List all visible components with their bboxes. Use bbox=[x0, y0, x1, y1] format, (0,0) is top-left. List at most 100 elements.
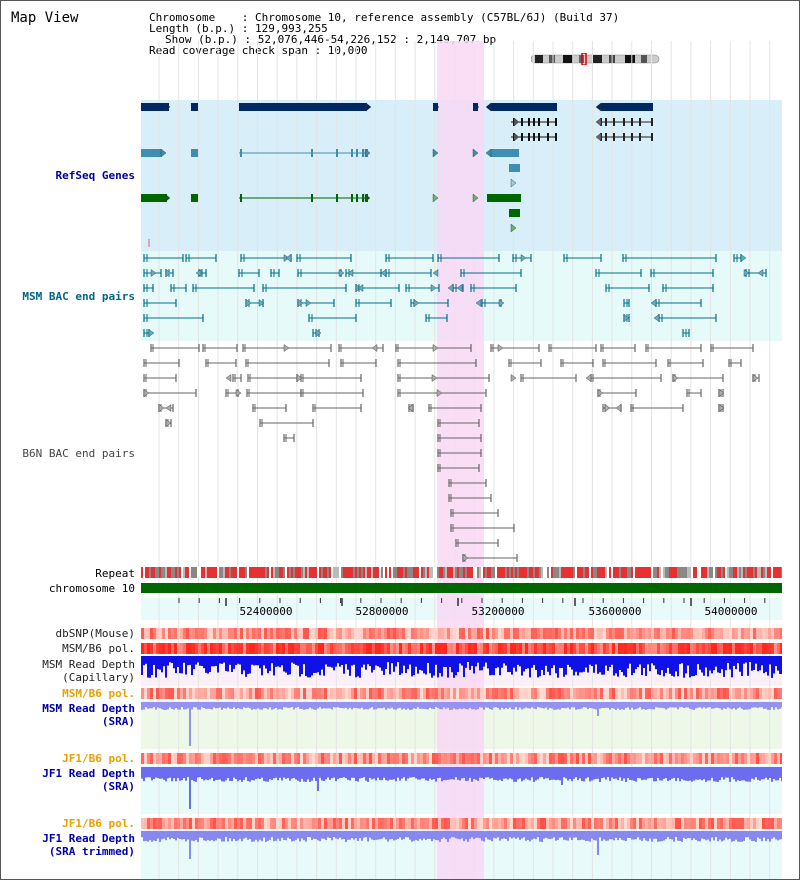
repeat-block bbox=[329, 567, 331, 578]
depth-bar bbox=[569, 831, 571, 838]
heat-cell bbox=[714, 753, 717, 764]
heat-cell bbox=[354, 688, 357, 699]
depth-bar bbox=[431, 831, 433, 842]
depth-bar bbox=[533, 702, 535, 709]
heat-cell bbox=[621, 628, 624, 639]
depth-bar bbox=[321, 656, 323, 670]
depth-bar bbox=[745, 702, 747, 710]
repeat-block bbox=[147, 567, 149, 578]
depth-bar bbox=[729, 702, 731, 709]
heat-cell bbox=[312, 818, 315, 829]
depth-bar bbox=[229, 656, 231, 665]
heat-cell bbox=[366, 688, 369, 699]
repeat-block bbox=[645, 567, 647, 578]
heat-cell bbox=[498, 818, 501, 829]
heat-cell bbox=[765, 628, 768, 639]
heat-cell bbox=[600, 688, 603, 699]
heat-cell bbox=[738, 688, 741, 699]
strand-arrow bbox=[407, 404, 414, 412]
depth-bar bbox=[249, 702, 251, 709]
depth-bar bbox=[751, 831, 753, 842]
depth-bar bbox=[309, 831, 311, 838]
heat-cell bbox=[147, 818, 150, 829]
heat-cell bbox=[708, 628, 711, 639]
heat-cell bbox=[729, 818, 732, 829]
heat-cell bbox=[285, 643, 288, 654]
region-info: Chromosome : Chromosome 10, reference as… bbox=[149, 12, 619, 56]
heat-cell bbox=[174, 818, 177, 829]
repeat-block bbox=[653, 567, 655, 578]
depth-bar bbox=[327, 767, 329, 778]
repeat-block bbox=[577, 567, 579, 578]
depth-bar bbox=[345, 656, 347, 665]
repeat-block bbox=[373, 567, 375, 578]
depth-bar bbox=[659, 767, 661, 781]
heat-cell bbox=[201, 643, 204, 654]
depth-bar bbox=[487, 831, 489, 840]
repeat-block bbox=[633, 567, 635, 578]
heat-cell bbox=[174, 628, 177, 639]
heat-cell bbox=[471, 753, 474, 764]
depth-bar bbox=[285, 656, 287, 673]
heat-cell bbox=[666, 643, 669, 654]
heat-cell bbox=[774, 688, 777, 699]
heat-cell bbox=[228, 818, 231, 829]
depth-bar bbox=[299, 831, 301, 842]
heat-cell bbox=[720, 688, 723, 699]
heat-cell bbox=[483, 753, 486, 764]
heat-cell bbox=[459, 753, 462, 764]
heat-cell bbox=[453, 688, 456, 699]
axis-tick-label: 53200000 bbox=[472, 605, 525, 618]
heat-cell bbox=[666, 753, 669, 764]
depth-bar bbox=[207, 767, 209, 781]
repeat-block bbox=[567, 567, 569, 578]
label-msm-bac: MSM BAC end pairs bbox=[22, 290, 135, 303]
strand-arrow bbox=[165, 419, 172, 427]
selected-region-highlight bbox=[437, 41, 484, 879]
depth-bar bbox=[513, 702, 515, 710]
depth-bar bbox=[363, 831, 365, 838]
depth-bar bbox=[359, 656, 361, 678]
chromosome-ideogram-icon[interactable] bbox=[531, 53, 661, 65]
depth-bar bbox=[685, 656, 687, 674]
depth-bar bbox=[341, 702, 343, 709]
heat-cell bbox=[165, 753, 168, 764]
heat-cell bbox=[582, 818, 585, 829]
depth-bar bbox=[473, 656, 475, 674]
heat-cell bbox=[177, 643, 180, 654]
heat-cell bbox=[375, 643, 378, 654]
depth-bar bbox=[695, 767, 697, 780]
depth-bar bbox=[645, 767, 647, 780]
heat-cell bbox=[519, 688, 522, 699]
depth-bar bbox=[583, 656, 585, 672]
heat-cell bbox=[537, 753, 540, 764]
depth-bar bbox=[773, 656, 775, 674]
gene-exon bbox=[240, 194, 242, 202]
depth-bar bbox=[633, 656, 635, 673]
depth-bar bbox=[343, 702, 345, 709]
heat-cell bbox=[630, 753, 633, 764]
depth-bar bbox=[293, 767, 295, 778]
heat-cell bbox=[387, 688, 390, 699]
depth-bar bbox=[553, 702, 555, 710]
heat-cell bbox=[666, 688, 669, 699]
depth-bar bbox=[149, 831, 151, 841]
depth-bar bbox=[517, 767, 519, 780]
depth-bar bbox=[233, 702, 235, 708]
heat-cell bbox=[702, 818, 705, 829]
gene-exon bbox=[521, 118, 523, 126]
heat-cell bbox=[225, 753, 228, 764]
depth-bar bbox=[433, 702, 435, 709]
gene-exon bbox=[311, 194, 313, 202]
heat-cell bbox=[531, 753, 534, 764]
depth-bar bbox=[477, 656, 479, 663]
depth-bar bbox=[591, 767, 593, 781]
heat-cell bbox=[603, 753, 606, 764]
depth-bar bbox=[585, 831, 587, 842]
depth-bar bbox=[727, 767, 729, 778]
depth-bar bbox=[411, 767, 413, 778]
heat-cell bbox=[486, 818, 489, 829]
depth-bar bbox=[609, 656, 611, 667]
heat-cell bbox=[702, 688, 705, 699]
